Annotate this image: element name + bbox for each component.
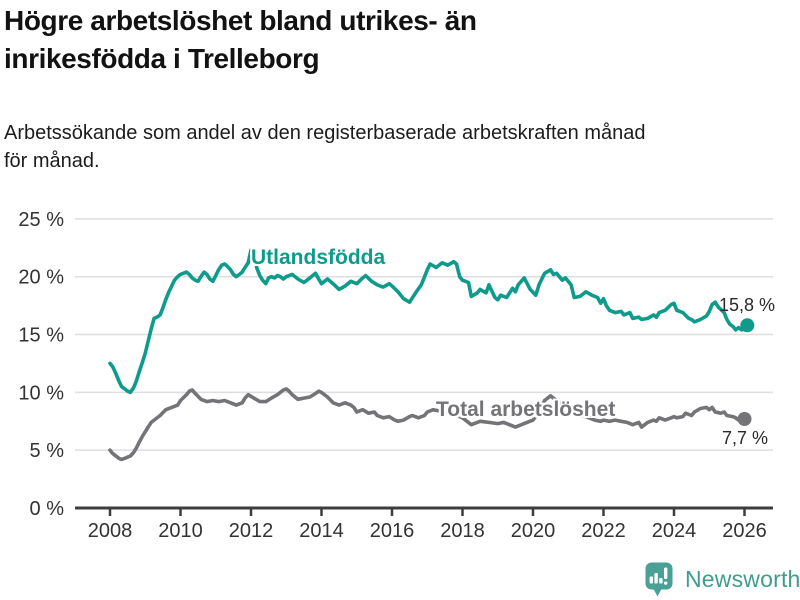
newsworthy-logo-link[interactable]: Newsworthy	[645, 562, 800, 597]
page-subtitle: Arbetssökande som andel av den registerb…	[4, 122, 646, 172]
x-tick-label: 2016	[370, 520, 415, 542]
x-tick-label: 2020	[511, 520, 556, 542]
series-end-dot	[740, 318, 755, 333]
x-tick-label: 2010	[158, 520, 203, 542]
end-value-label-utlandsfodda: 15,8 %	[719, 295, 776, 315]
end-value-label-total-arbetsloshet: 7,7 %	[722, 428, 769, 448]
newsworthy-bubble-chart-icon	[645, 562, 673, 597]
page-title: Högre arbetslöshet bland utrikes- än inr…	[4, 5, 477, 75]
x-tick-label: 2024	[652, 520, 697, 542]
y-tick-label: 20 %	[18, 267, 64, 289]
series-end-dot	[737, 412, 752, 426]
x-tick-label: 2008	[88, 520, 133, 542]
x-tick-label: 2014	[299, 520, 344, 542]
brand-wordmark: Newsworthy	[685, 566, 800, 592]
series-line-utlandsfodda	[108, 248, 750, 395]
x-tick-label: 2026	[722, 520, 767, 542]
x-tick-label: 2022	[581, 520, 626, 542]
series-label-utlandsfodda: Utlandsfödda	[251, 246, 386, 269]
x-tick-label: 2018	[440, 520, 485, 542]
series-line-total-arbetsloshet	[108, 387, 747, 462]
y-tick-label: 0 %	[30, 498, 65, 520]
y-tick-label: 25 %	[18, 209, 64, 231]
x-tick-label: 2012	[229, 520, 274, 542]
y-tick-label: 10 %	[18, 382, 64, 404]
series-label-total-arbetsloshet: Total arbetslöshet	[436, 398, 616, 421]
y-tick-label: 15 %	[18, 325, 64, 347]
y-tick-label: 5 %	[30, 440, 65, 462]
